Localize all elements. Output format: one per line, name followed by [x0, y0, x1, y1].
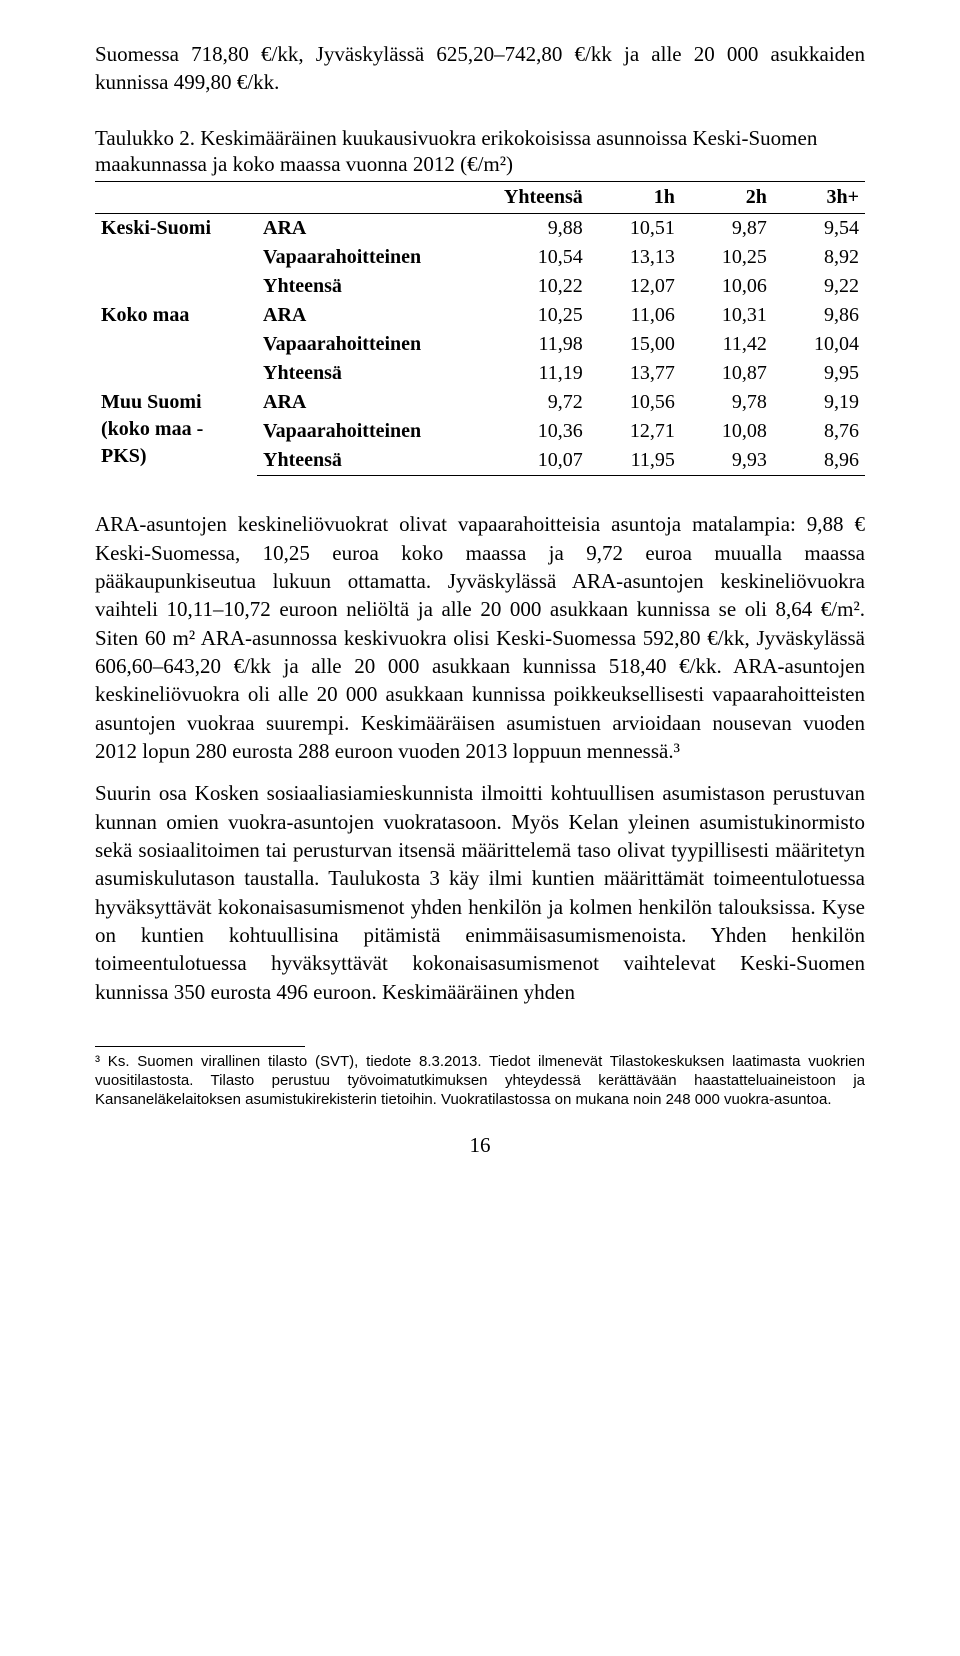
intro-paragraph: Suomessa 718,80 €/kk, Jyväskylässä 625,2…: [95, 40, 865, 97]
cell: 13,13: [589, 243, 681, 272]
cell: 13,77: [589, 359, 681, 388]
cell: 10,22: [442, 272, 589, 301]
cell: 10,25: [442, 301, 589, 330]
cell: 8,76: [773, 417, 865, 446]
body-paragraph-2: Suurin osa Kosken sosiaaliasiamieskunnis…: [95, 779, 865, 1006]
cell: 10,08: [681, 417, 773, 446]
table-caption: Taulukko 2. Keskimääräinen kuukausivuokr…: [95, 125, 865, 178]
cell: 10,87: [681, 359, 773, 388]
cell: 10,31: [681, 301, 773, 330]
cell: 10,07: [442, 446, 589, 476]
row-type: ARA: [257, 301, 442, 330]
th-total: Yhteensä: [442, 182, 589, 214]
table-header-row: Yhteensä 1h 2h 3h+: [95, 182, 865, 214]
cell: 10,54: [442, 243, 589, 272]
cell: 9,87: [681, 214, 773, 244]
cell: 10,36: [442, 417, 589, 446]
table-row: Keski-Suomi ARA 9,88 10,51 9,87 9,54: [95, 214, 865, 244]
cell: 8,92: [773, 243, 865, 272]
cell: 9,72: [442, 388, 589, 417]
table-row: Muu Suomi (koko maa - PKS) ARA 9,72 10,5…: [95, 388, 865, 417]
cell: 9,88: [442, 214, 589, 244]
row-type: Yhteensä: [257, 272, 442, 301]
cell: 15,00: [589, 330, 681, 359]
cell: 12,71: [589, 417, 681, 446]
cell: 9,78: [681, 388, 773, 417]
group-label: Keski-Suomi: [95, 214, 257, 302]
cell: 9,86: [773, 301, 865, 330]
group-label: Koko maa: [95, 301, 257, 388]
row-type: Vapaarahoitteinen: [257, 330, 442, 359]
rent-table: Yhteensä 1h 2h 3h+ Keski-Suomi ARA 9,88 …: [95, 181, 865, 476]
cell: 9,19: [773, 388, 865, 417]
cell: 10,51: [589, 214, 681, 244]
cell: 11,98: [442, 330, 589, 359]
cell: 9,22: [773, 272, 865, 301]
cell: 10,25: [681, 243, 773, 272]
th-1h: 1h: [589, 182, 681, 214]
body-paragraph-1: ARA-asuntojen keskineliövuokrat olivat v…: [95, 510, 865, 765]
cell: 11,95: [589, 446, 681, 476]
th-2h: 2h: [681, 182, 773, 214]
th-blank-2: [257, 182, 442, 214]
cell: 10,06: [681, 272, 773, 301]
footnote-3: ³ Ks. Suomen virallinen tilasto (SVT), t…: [95, 1053, 865, 1109]
cell: 9,54: [773, 214, 865, 244]
row-type: Yhteensä: [257, 359, 442, 388]
cell: 10,56: [589, 388, 681, 417]
row-type: Vapaarahoitteinen: [257, 417, 442, 446]
cell: 8,96: [773, 446, 865, 476]
cell: 9,93: [681, 446, 773, 476]
table-row: Koko maa ARA 10,25 11,06 10,31 9,86: [95, 301, 865, 330]
th-3h: 3h+: [773, 182, 865, 214]
cell: 11,42: [681, 330, 773, 359]
th-blank-1: [95, 182, 257, 214]
cell: 11,06: [589, 301, 681, 330]
row-type: ARA: [257, 388, 442, 417]
cell: 10,04: [773, 330, 865, 359]
cell: 12,07: [589, 272, 681, 301]
cell: 11,19: [442, 359, 589, 388]
page-number: 16: [95, 1131, 865, 1159]
cell: 9,95: [773, 359, 865, 388]
group-label: Muu Suomi (koko maa - PKS): [95, 388, 257, 476]
row-type: ARA: [257, 214, 442, 244]
footnote-separator: [95, 1046, 305, 1047]
row-type: Yhteensä: [257, 446, 442, 476]
row-type: Vapaarahoitteinen: [257, 243, 442, 272]
